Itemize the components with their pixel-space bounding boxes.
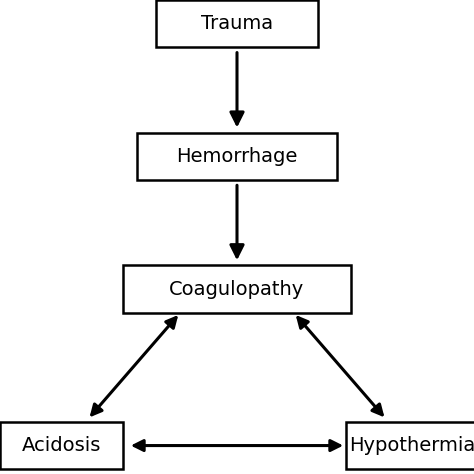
Text: Hypothermia: Hypothermia xyxy=(349,436,474,455)
FancyBboxPatch shape xyxy=(137,133,337,180)
Text: Acidosis: Acidosis xyxy=(22,436,101,455)
Text: Hemorrhage: Hemorrhage xyxy=(176,147,298,166)
Text: Coagulopathy: Coagulopathy xyxy=(169,280,305,299)
FancyBboxPatch shape xyxy=(346,422,474,469)
FancyBboxPatch shape xyxy=(156,0,318,47)
Text: Trauma: Trauma xyxy=(201,14,273,33)
FancyBboxPatch shape xyxy=(0,422,123,469)
FancyBboxPatch shape xyxy=(123,265,351,313)
